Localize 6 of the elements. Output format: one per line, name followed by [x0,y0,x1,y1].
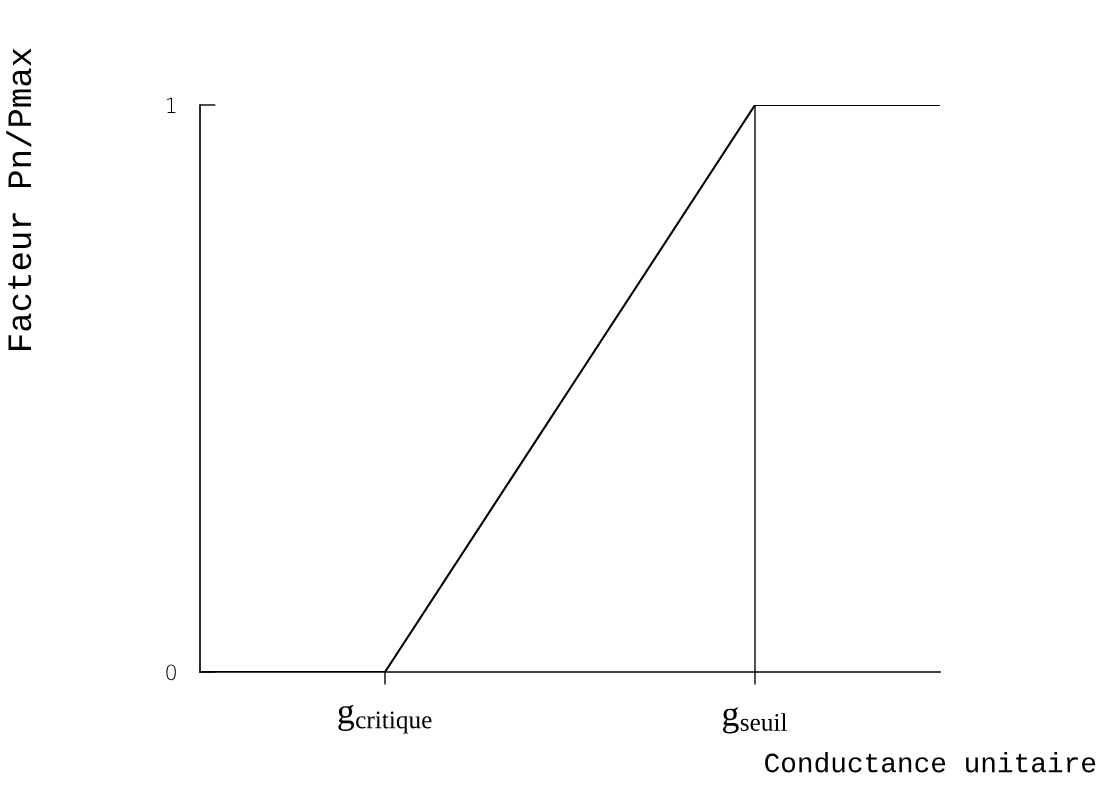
y-axis-title: Facteur Pn/Pmax [6,48,32,350]
x-axis-title: Conductance unitaire [765,752,1096,773]
x-tick-label: g$_{critique}$ [338,704,432,734]
y-tick-label: 0 [166,664,176,681]
x-tick-label: g$_{seuil}$ [722,707,787,734]
y-tick-label: 1 [166,97,176,113]
